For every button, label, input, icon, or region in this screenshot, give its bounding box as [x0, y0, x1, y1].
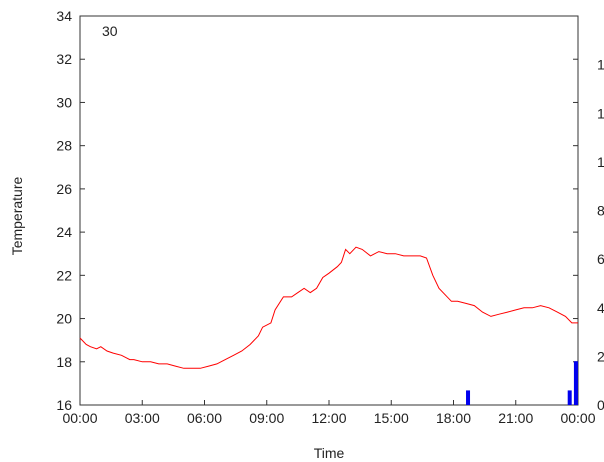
y2-tick-label: 2	[597, 348, 604, 364]
y2-tick-label: 4	[597, 300, 604, 316]
x-axis-ticks: 00:00 03:00 06:00 09:00 12:00 15:00 18:00 21:00…	[62, 400, 596, 426]
x-tick-label: 00:00	[560, 410, 595, 426]
y2-tick-label: 1	[597, 154, 604, 170]
y2-tick-label: 6	[597, 251, 604, 267]
y2-tick-label: 1	[597, 57, 604, 73]
x-tick-label: 15:00	[374, 410, 409, 426]
y-tick-label: 28	[56, 138, 72, 154]
panel-label: 30	[102, 23, 118, 39]
y2-tick-label: 8	[597, 203, 604, 219]
y2-tick-label: 0	[597, 397, 604, 413]
x-tick-label: 03:00	[125, 410, 160, 426]
secondary-y-axis-ticks: 0 2 4 6 8 1 1 1	[597, 57, 604, 413]
x-tick-label: 00:00	[62, 410, 97, 426]
y-tick-label: 22	[56, 267, 72, 283]
temperature-line	[79, 246, 578, 369]
y-tick-label: 18	[56, 354, 72, 370]
x-tick-label: 21:00	[498, 410, 533, 426]
y-tick-label: 30	[56, 94, 72, 110]
y-tick-label: 26	[56, 181, 72, 197]
x-tick-label: 18:00	[436, 410, 471, 426]
y2-tick-label: 1	[597, 105, 604, 121]
y-axis-ticks: 16 18 20 22 24 26 28 30 32 34	[56, 8, 578, 413]
precip-bar	[466, 390, 471, 405]
y-tick-label: 34	[56, 8, 72, 24]
y-tick-label: 20	[56, 311, 72, 327]
y-axis-title: Temperature	[9, 176, 25, 255]
x-tick-label: 09:00	[249, 410, 284, 426]
precipitation-bars	[466, 361, 578, 405]
y-tick-label: 24	[56, 224, 72, 240]
x-tick-label: 06:00	[187, 410, 222, 426]
x-axis-title: Time	[314, 445, 345, 461]
y-tick-label: 32	[56, 51, 72, 67]
precip-bar	[567, 390, 572, 405]
y-tick-label: 16	[56, 397, 72, 413]
precip-bar	[573, 361, 578, 405]
plot-area-frame	[79, 15, 579, 406]
x-tick-label: 12:00	[311, 410, 346, 426]
